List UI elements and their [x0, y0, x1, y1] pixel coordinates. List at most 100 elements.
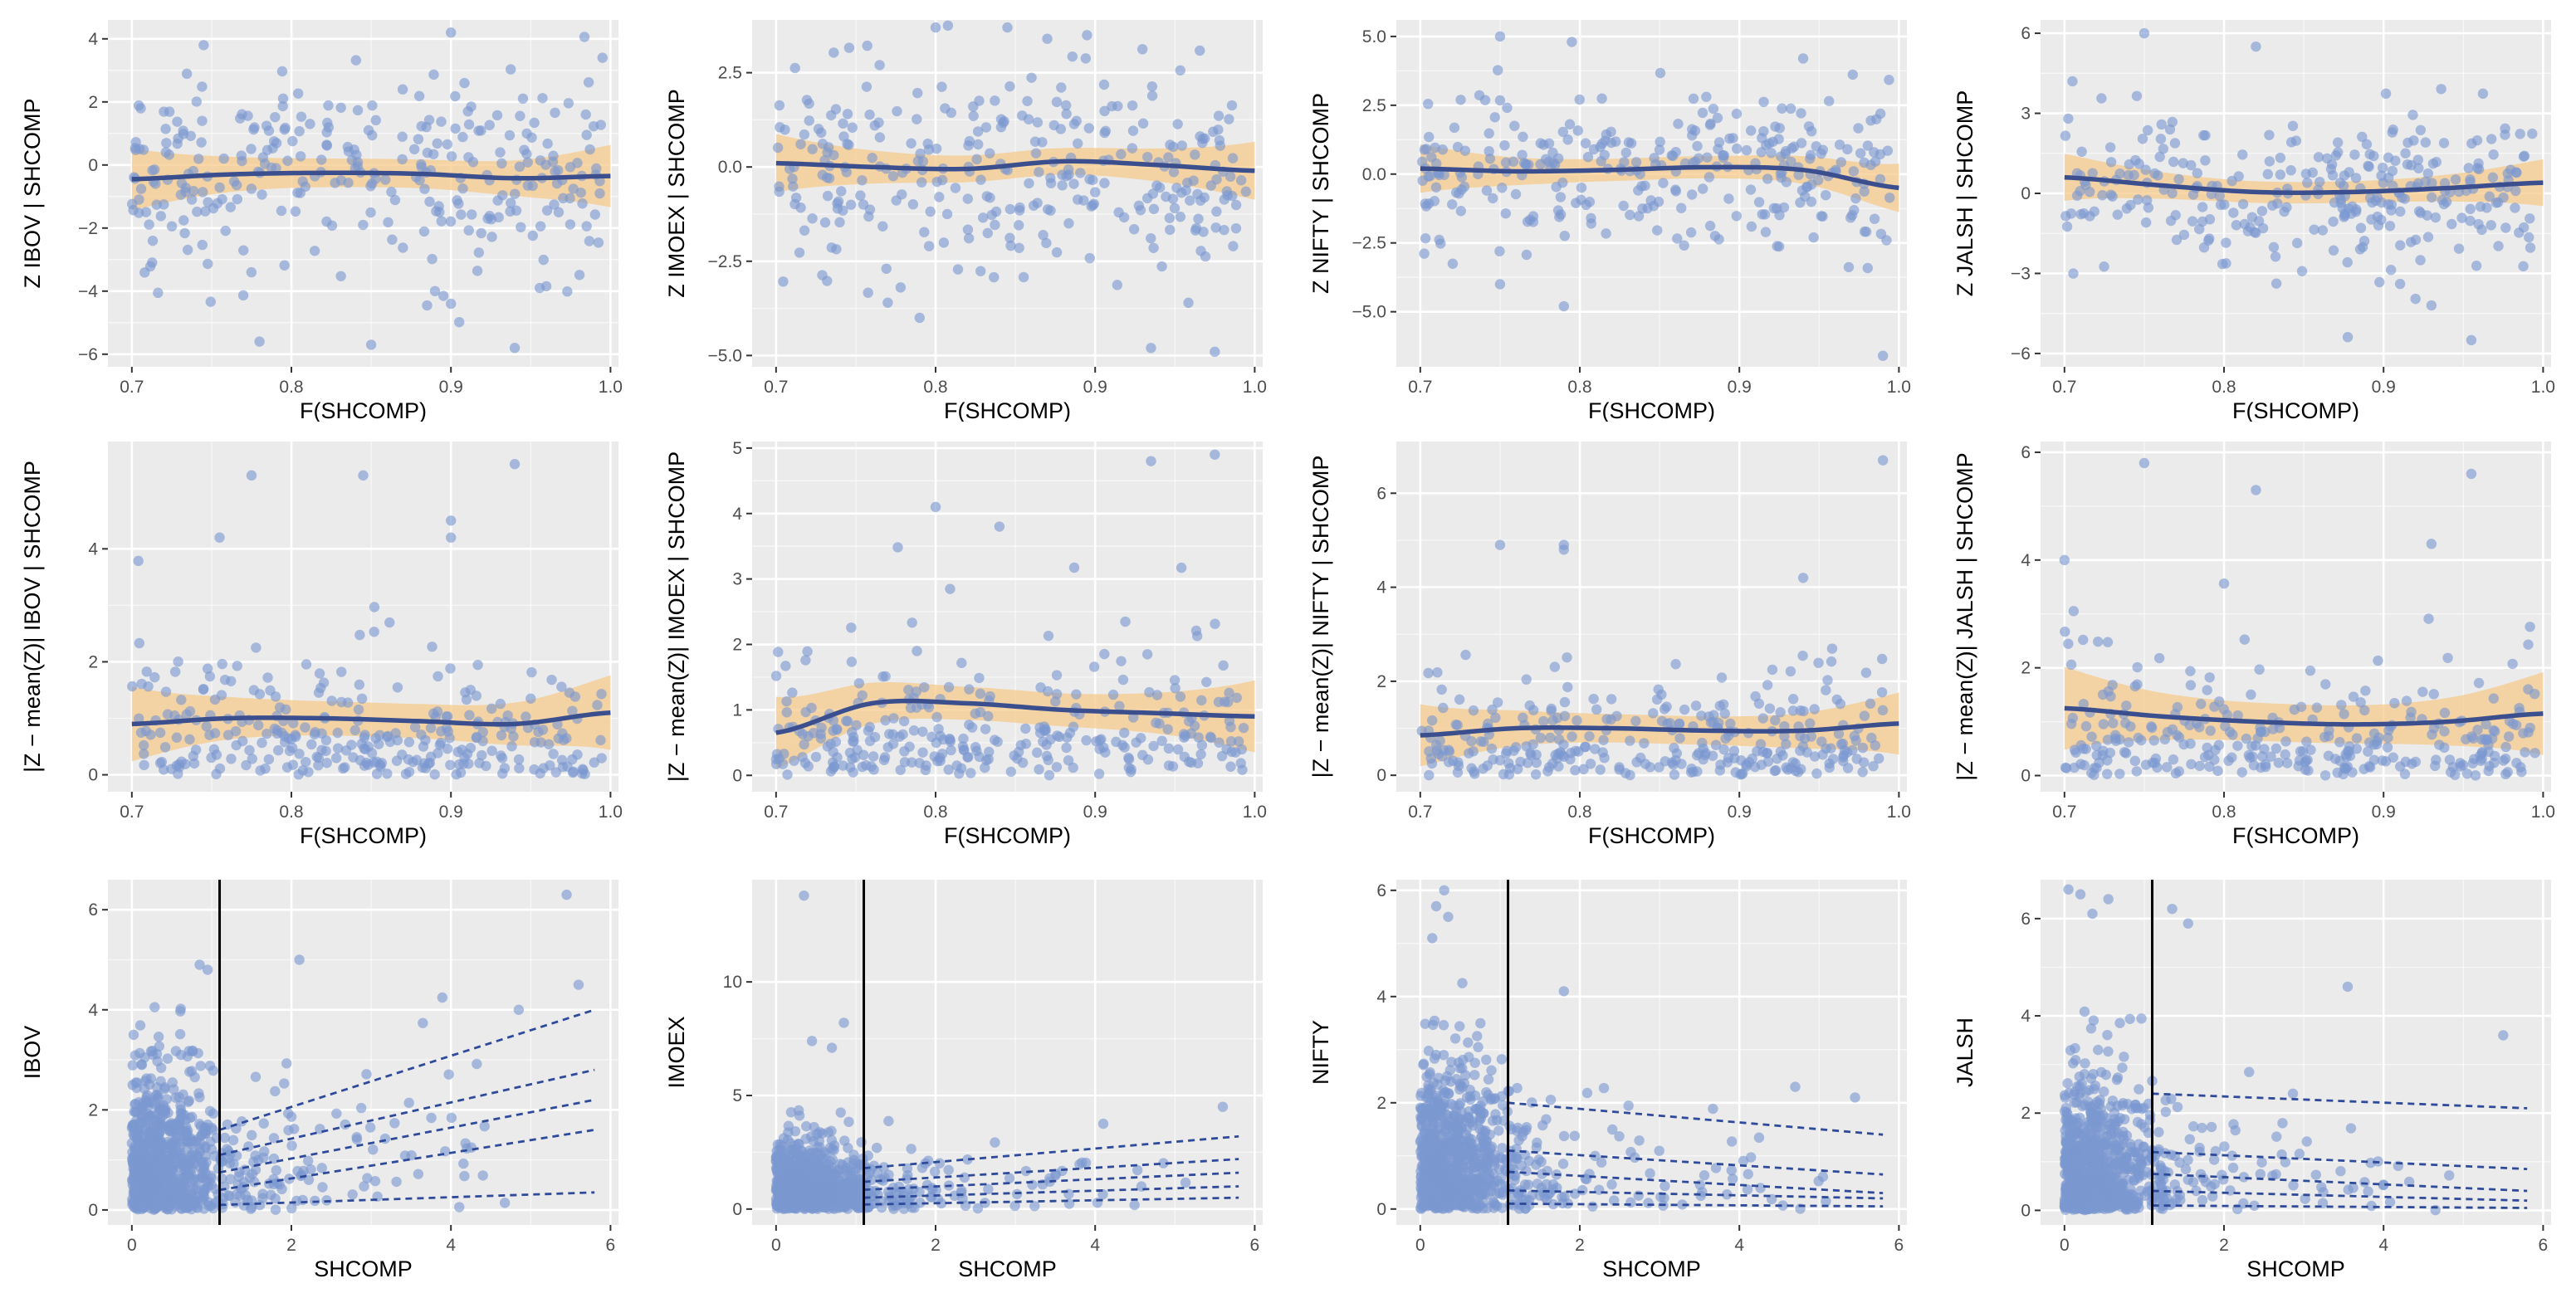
data-point	[326, 695, 336, 705]
data-point	[419, 227, 429, 237]
data-point	[1817, 749, 1827, 759]
data-point	[384, 617, 394, 627]
data-point	[1176, 212, 1185, 222]
data-point	[1085, 253, 1095, 263]
data-point	[807, 213, 817, 223]
data-point	[1798, 53, 1808, 63]
data-point	[974, 95, 984, 105]
data-point	[865, 204, 875, 214]
data-point	[565, 687, 574, 697]
data-point	[1522, 250, 1532, 260]
data-point	[196, 1121, 206, 1131]
data-point	[565, 162, 575, 172]
data-point	[843, 109, 853, 119]
y-axis-label: |Z − mean(Z)| IMOEX | SHCOMP	[664, 451, 689, 782]
data-point	[1580, 742, 1590, 752]
data-point	[1091, 736, 1101, 746]
data-point	[398, 85, 408, 95]
data-point	[985, 691, 995, 701]
data-point	[1704, 172, 1714, 182]
data-point	[799, 129, 809, 139]
data-point	[129, 1030, 139, 1040]
data-point	[2397, 193, 2407, 202]
data-point	[2362, 139, 2372, 149]
data-point	[1483, 760, 1493, 770]
data-point	[424, 197, 434, 207]
data-point	[331, 753, 341, 763]
data-point	[1417, 157, 1427, 167]
data-point	[174, 1092, 183, 1102]
x-tick-label: 0.8	[279, 803, 303, 822]
data-point	[2154, 152, 2164, 162]
data-point	[1559, 544, 1569, 554]
data-point	[829, 1140, 839, 1150]
data-point	[1182, 178, 1192, 188]
data-point	[2302, 754, 2312, 764]
data-point	[907, 617, 917, 627]
data-point	[2267, 200, 2277, 210]
data-point	[492, 195, 502, 205]
data-point	[2327, 159, 2337, 169]
data-point	[1442, 1071, 1452, 1081]
data-point	[251, 642, 261, 652]
data-point	[208, 1066, 218, 1076]
data-point	[1625, 210, 1635, 220]
data-point	[2173, 174, 2183, 184]
data-point	[2206, 725, 2216, 735]
data-point	[229, 176, 239, 186]
data-point	[1868, 761, 1878, 771]
data-point	[1438, 144, 1448, 154]
data-point	[2486, 134, 2496, 144]
data-point	[280, 123, 290, 133]
data-point	[2132, 90, 2142, 100]
data-point	[863, 288, 873, 298]
data-point	[207, 1123, 217, 1133]
data-point	[152, 1090, 162, 1100]
x-tick-label: 0.7	[120, 803, 144, 822]
data-point	[2113, 209, 2123, 219]
data-point	[404, 767, 414, 777]
data-point	[574, 270, 584, 280]
data-point	[1165, 225, 1175, 235]
data-point	[1231, 223, 1241, 233]
data-point	[1560, 697, 1570, 707]
data-point	[1094, 768, 1104, 778]
data-point	[962, 752, 972, 762]
data-point	[1645, 762, 1655, 772]
data-point	[272, 729, 282, 739]
data-point	[794, 247, 804, 257]
data-point	[974, 673, 984, 683]
data-point	[1826, 656, 1836, 666]
data-point	[2314, 177, 2324, 187]
data-point	[179, 1161, 189, 1171]
data-point	[791, 193, 801, 202]
data-point	[1808, 232, 1818, 242]
data-point	[1033, 117, 1043, 127]
data-point	[1495, 279, 1505, 289]
data-point	[1767, 665, 1777, 675]
data-point	[2507, 659, 2517, 669]
data-point	[211, 769, 221, 779]
data-point	[2170, 138, 2180, 148]
data-point	[2288, 121, 2298, 131]
data-point	[1547, 715, 1557, 725]
data-point	[1631, 157, 1641, 167]
data-point	[188, 1046, 198, 1056]
data-point	[372, 768, 382, 778]
data-point	[370, 1176, 380, 1186]
data-point	[397, 132, 407, 142]
data-point	[522, 157, 532, 167]
data-point	[2157, 120, 2167, 129]
data-point	[2402, 159, 2412, 169]
data-point	[2383, 742, 2393, 752]
data-point	[2415, 255, 2425, 265]
data-point	[1754, 699, 1764, 709]
data-point	[1154, 719, 1164, 729]
data-point	[1455, 95, 1465, 105]
data-point	[2400, 149, 2410, 159]
data-point	[418, 1018, 428, 1028]
data-point	[774, 187, 784, 197]
data-point	[198, 685, 208, 695]
